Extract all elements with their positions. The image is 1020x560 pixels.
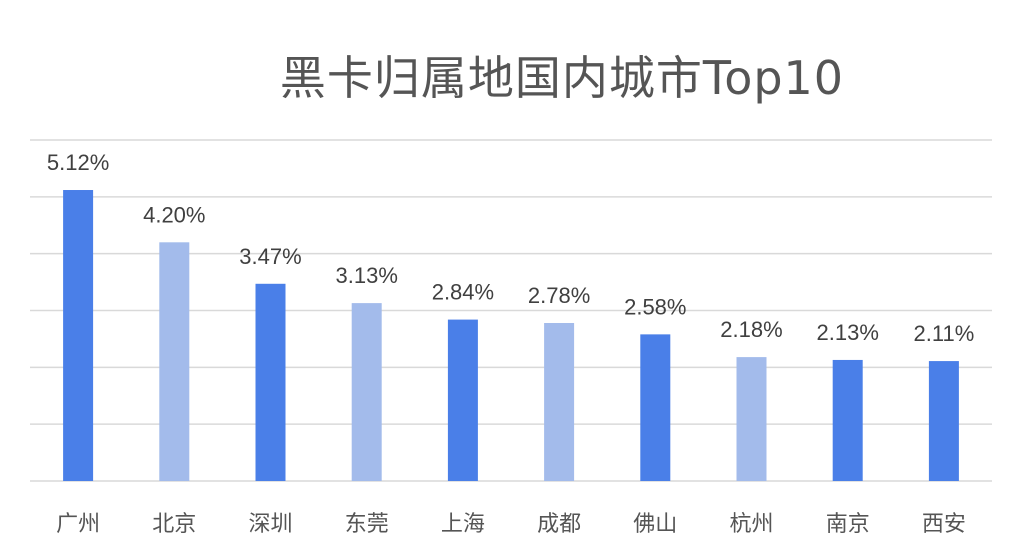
- category-label: 南京: [826, 512, 870, 537]
- category-label: 西安: [922, 512, 966, 537]
- data-label: 3.13%: [336, 263, 398, 288]
- bar: [159, 242, 190, 481]
- bar: [544, 323, 575, 481]
- chart-title: 黑卡归属地国内城市Top10: [279, 51, 845, 105]
- category-label: 东莞: [345, 512, 389, 537]
- bar: [928, 361, 959, 481]
- gridlines: [30, 139, 992, 482]
- category-label: 深圳: [248, 512, 292, 537]
- bar: [63, 190, 94, 481]
- data-label: 2.84%: [432, 280, 494, 305]
- category-label: 杭州: [729, 512, 773, 537]
- data-label: 2.11%: [914, 321, 975, 346]
- category-labels: 广州 北京 深圳 东莞 上海 成都 佛山 杭州 南京 西安: [56, 512, 966, 537]
- bar: [447, 319, 478, 481]
- bar: [832, 359, 863, 481]
- category-label: 佛山: [633, 512, 677, 537]
- category-label: 北京: [152, 512, 196, 537]
- bar: [640, 334, 671, 481]
- data-label: 2.78%: [528, 283, 590, 308]
- category-label: 成都: [537, 512, 581, 537]
- category-label: 广州: [56, 512, 100, 537]
- data-label: 4.20%: [143, 202, 205, 227]
- data-labels: 5.12% 4.20% 3.47% 3.13% 2.84% 2.78% 2.58% 2.18%…: [47, 150, 974, 346]
- data-label: 2.13%: [817, 320, 879, 345]
- category-label: 上海: [441, 512, 485, 537]
- bar: [351, 303, 382, 481]
- data-label: 2.58%: [624, 294, 686, 319]
- bar: [255, 283, 286, 481]
- data-label: 2.18%: [720, 317, 782, 342]
- data-label: 3.47%: [239, 244, 301, 269]
- bars: [63, 190, 959, 481]
- bar: [736, 357, 767, 481]
- data-label: 5.12%: [47, 150, 109, 175]
